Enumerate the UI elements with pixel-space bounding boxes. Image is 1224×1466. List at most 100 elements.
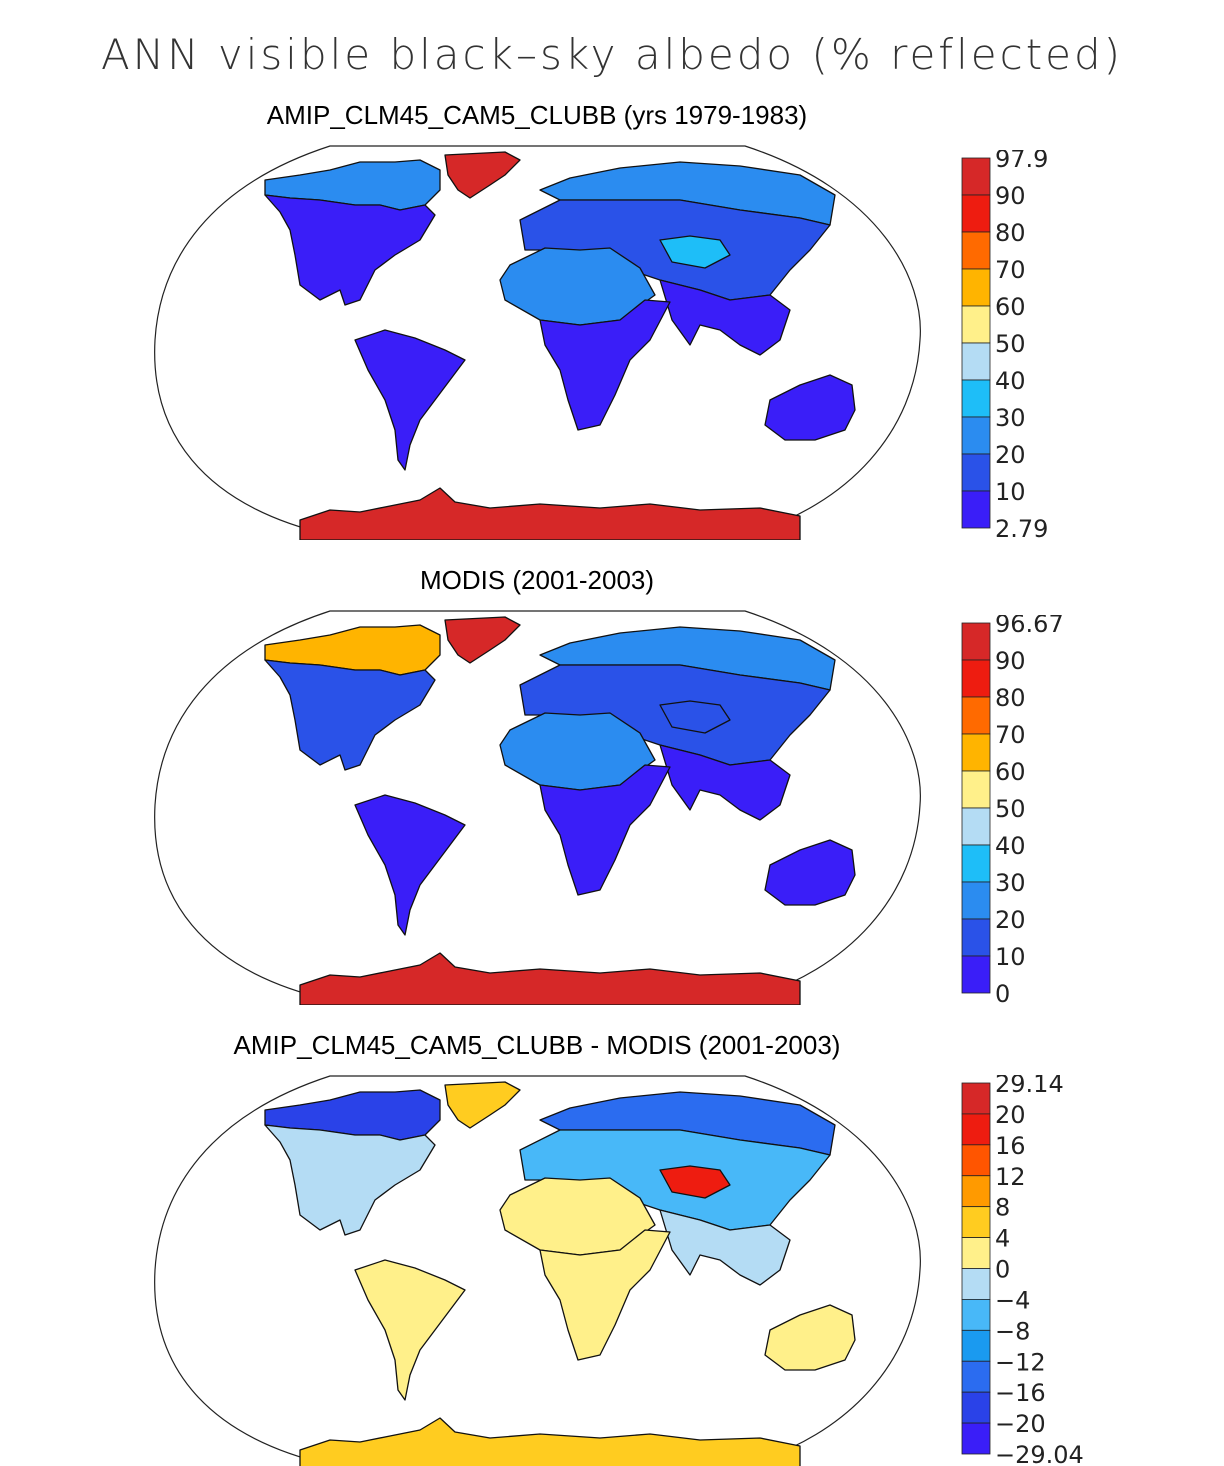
region-africa-south — [539, 1229, 671, 1361]
colorbar-tick-label: 16 — [995, 1132, 1026, 1160]
colorbar-tick-label: −20 — [995, 1410, 1046, 1438]
colorbar-tick-label: 80 — [995, 684, 1026, 712]
panel-3-map — [154, 1075, 921, 1466]
colorbar-swatch — [961, 955, 991, 994]
colorbar-swatch — [961, 379, 991, 418]
colorbar-tick-label: −29.04 — [995, 1441, 1084, 1466]
colorbar-tick-label: −8 — [995, 1317, 1030, 1345]
colorbar-tick-label: −16 — [995, 1379, 1046, 1407]
colorbar-tick-label: 10 — [995, 478, 1026, 506]
colorbar-tick-label: 90 — [995, 647, 1026, 675]
colorbar-tick-label: 12 — [995, 1163, 1026, 1191]
region-north-america — [264, 659, 436, 771]
region-greenland — [444, 1081, 521, 1129]
colorbar-tick-label: 90 — [995, 182, 1026, 210]
colorbar-tick-label: 40 — [995, 832, 1026, 860]
colorbar-tick-label: 29.14 — [995, 1075, 1064, 1098]
colorbar-swatch — [961, 1268, 991, 1300]
colorbar-tick-label: 50 — [995, 795, 1026, 823]
region-south-america — [354, 329, 466, 471]
colorbar-swatch — [961, 1360, 991, 1393]
colorbar-swatch — [961, 453, 991, 492]
colorbar-swatch — [961, 305, 991, 344]
colorbar-swatch — [961, 268, 991, 307]
colorbar-tick-label: −12 — [995, 1348, 1046, 1376]
region-greenland — [444, 616, 521, 664]
region-antarctica — [299, 952, 801, 1005]
panel-3-title: AMIP_CLM45_CAM5_CLUBB - MODIS (2001-2003… — [233, 1030, 841, 1060]
region-tibet — [659, 1165, 731, 1199]
colorbar-tick-label: 30 — [995, 869, 1026, 897]
colorbar-tick-label: 20 — [995, 441, 1026, 469]
colorbar-swatch — [961, 844, 991, 883]
colorbar-swatch — [961, 918, 991, 957]
colorbar-swatch — [961, 1206, 991, 1238]
colorbar-swatch — [961, 659, 991, 698]
colorbar-tick-label: 70 — [995, 256, 1026, 284]
colorbar-swatch — [961, 416, 991, 455]
panel-2-title: MODIS (2001-2003) — [419, 565, 655, 595]
region-australia — [764, 839, 856, 906]
colorbar-tick-label: 8 — [995, 1194, 1010, 1222]
colorbar-swatch — [961, 1299, 991, 1331]
region-antarctica — [299, 487, 801, 540]
region-australia — [764, 1304, 856, 1371]
colorbar-swatch — [961, 231, 991, 270]
colorbar-swatch — [961, 157, 991, 196]
colorbar-tick-label: 30 — [995, 404, 1026, 432]
region-south-america — [354, 794, 466, 936]
colorbar-tick-label: 40 — [995, 367, 1026, 395]
colorbar-swatch — [961, 194, 991, 233]
panel-1-colorbar: 97.9 90 80 70 60 50 40 30 20 10 2.79 — [961, 150, 1048, 540]
region-north-america — [264, 1124, 436, 1236]
region-greenland — [444, 151, 521, 199]
panel-2-colorbar: 96.67 90 80 70 60 50 40 30 20 10 0 — [961, 615, 1064, 1005]
panel-1-map — [154, 145, 921, 540]
colorbar-swatch — [961, 1391, 991, 1424]
colorbar-tick-label: 60 — [995, 758, 1026, 786]
colorbar-tick-label: 10 — [995, 943, 1026, 971]
region-south-america — [354, 1259, 466, 1401]
colorbar-tick-label: 0 — [995, 980, 1010, 1005]
colorbar-swatch — [961, 490, 991, 529]
colorbar-swatch — [961, 733, 991, 772]
region-africa-south — [539, 764, 671, 896]
colorbar-swatch — [961, 770, 991, 809]
colorbar-swatch — [961, 342, 991, 381]
region-tibet — [659, 700, 731, 734]
colorbar-tick-label: 20 — [995, 906, 1026, 934]
colorbar-tick-label: 70 — [995, 721, 1026, 749]
colorbar-swatch — [961, 881, 991, 920]
colorbar-tick-label: 80 — [995, 219, 1026, 247]
region-antarctica — [299, 1417, 801, 1466]
region-north-america — [264, 194, 436, 306]
colorbar-tick-label: 4 — [995, 1225, 1010, 1253]
region-india-se-asia — [659, 279, 791, 356]
colorbar-swatch — [961, 696, 991, 735]
colorbar-swatch — [961, 1175, 991, 1208]
colorbar-tick-label: 0 — [995, 1256, 1010, 1284]
colorbar-tick-label: 96.67 — [995, 615, 1064, 638]
colorbar-swatch — [961, 1144, 991, 1177]
region-india-se-asia — [659, 744, 791, 821]
colorbar-swatch — [961, 1082, 991, 1115]
region-tibet — [659, 235, 731, 269]
colorbar-tick-label: 2.79 — [995, 515, 1048, 540]
colorbar-swatch — [961, 1113, 991, 1146]
colorbar-tick-label: −4 — [995, 1286, 1030, 1314]
colorbar-tick-label: 50 — [995, 330, 1026, 358]
region-australia — [764, 374, 856, 441]
figure-title: ANN visible black–sky albedo (% reflecte… — [100, 30, 1124, 79]
panel-1-title: AMIP_CLM45_CAM5_CLUBB (yrs 1979-1983) — [266, 100, 808, 130]
colorbar-swatch — [961, 1237, 991, 1269]
colorbar-tick-label: 20 — [995, 1101, 1026, 1129]
colorbar-swatch — [961, 1329, 991, 1362]
region-india-se-asia — [659, 1209, 791, 1286]
panel-2-map — [154, 610, 921, 1005]
colorbar-swatch — [961, 622, 991, 661]
colorbar-tick-label: 60 — [995, 293, 1026, 321]
colorbar-swatch — [961, 1422, 991, 1455]
colorbar-tick-label: 97.9 — [995, 150, 1048, 173]
colorbar-swatch — [961, 807, 991, 846]
region-africa-south — [539, 299, 671, 431]
